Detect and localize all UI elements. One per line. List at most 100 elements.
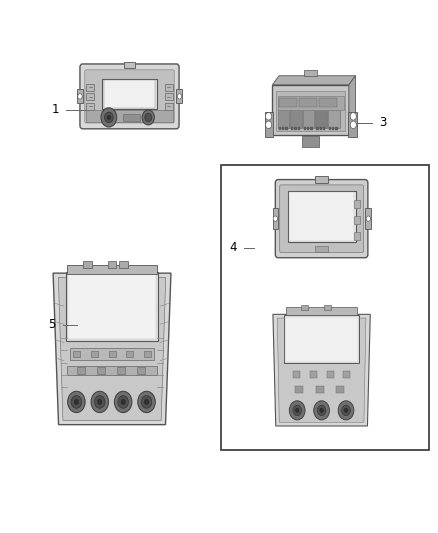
- Bar: [304, 127, 306, 131]
- Bar: [73, 351, 80, 357]
- Bar: [279, 98, 297, 107]
- Bar: [354, 232, 360, 240]
- Bar: [176, 90, 182, 103]
- Bar: [304, 70, 317, 76]
- Circle shape: [296, 408, 299, 413]
- FancyBboxPatch shape: [280, 185, 364, 253]
- Bar: [290, 110, 302, 128]
- Bar: [327, 371, 334, 378]
- Bar: [315, 246, 328, 252]
- FancyBboxPatch shape: [80, 64, 179, 129]
- Text: 5: 5: [49, 319, 56, 332]
- Bar: [123, 114, 141, 121]
- Circle shape: [145, 399, 149, 405]
- Bar: [295, 386, 303, 393]
- Circle shape: [350, 121, 357, 128]
- Bar: [354, 216, 360, 224]
- Bar: [165, 84, 173, 91]
- Bar: [282, 127, 284, 131]
- Bar: [354, 200, 360, 208]
- Bar: [144, 351, 151, 357]
- Bar: [278, 96, 344, 110]
- Bar: [294, 127, 297, 131]
- Bar: [265, 112, 273, 138]
- Text: 4: 4: [230, 241, 237, 254]
- Bar: [117, 367, 125, 374]
- Bar: [276, 91, 346, 131]
- Bar: [97, 367, 105, 374]
- Bar: [279, 127, 281, 131]
- Bar: [329, 127, 331, 131]
- Circle shape: [71, 395, 81, 408]
- Bar: [165, 103, 173, 110]
- Bar: [323, 127, 325, 131]
- Circle shape: [177, 94, 182, 99]
- Bar: [336, 386, 344, 393]
- Bar: [272, 85, 349, 135]
- Bar: [103, 80, 155, 108]
- Bar: [289, 192, 354, 241]
- Bar: [67, 366, 156, 375]
- Bar: [349, 112, 357, 138]
- Bar: [311, 127, 313, 131]
- Circle shape: [265, 112, 272, 120]
- Circle shape: [344, 408, 348, 413]
- Bar: [316, 127, 318, 131]
- Bar: [102, 79, 157, 109]
- Circle shape: [290, 401, 305, 420]
- Circle shape: [114, 391, 132, 413]
- Bar: [291, 127, 293, 131]
- Bar: [315, 176, 328, 183]
- Bar: [286, 317, 358, 362]
- Bar: [332, 127, 335, 131]
- Bar: [108, 262, 117, 268]
- Bar: [86, 110, 173, 123]
- Bar: [86, 103, 94, 110]
- Bar: [165, 93, 173, 100]
- Bar: [301, 305, 308, 310]
- Circle shape: [118, 395, 128, 408]
- Polygon shape: [277, 318, 366, 422]
- Bar: [273, 208, 279, 229]
- Bar: [303, 110, 314, 128]
- Bar: [336, 127, 338, 131]
- Bar: [83, 262, 92, 268]
- Bar: [86, 93, 94, 100]
- Bar: [316, 386, 324, 393]
- Bar: [328, 110, 339, 128]
- Circle shape: [74, 399, 78, 405]
- Circle shape: [101, 108, 117, 127]
- Bar: [86, 84, 94, 91]
- Bar: [109, 351, 116, 357]
- Circle shape: [121, 399, 125, 405]
- Text: 3: 3: [379, 117, 386, 130]
- Bar: [284, 316, 359, 364]
- Circle shape: [265, 121, 272, 128]
- Circle shape: [105, 112, 113, 123]
- Circle shape: [293, 405, 302, 416]
- Circle shape: [141, 395, 152, 408]
- Bar: [221, 165, 428, 450]
- FancyBboxPatch shape: [276, 180, 368, 258]
- Bar: [78, 90, 83, 103]
- Polygon shape: [58, 277, 166, 421]
- Bar: [319, 98, 337, 107]
- Bar: [293, 371, 300, 378]
- Circle shape: [95, 395, 105, 408]
- Bar: [91, 351, 98, 357]
- Circle shape: [67, 391, 85, 413]
- Bar: [315, 110, 327, 128]
- Bar: [137, 367, 145, 374]
- Circle shape: [91, 391, 109, 413]
- Bar: [324, 305, 331, 310]
- Bar: [67, 265, 156, 274]
- Circle shape: [145, 113, 152, 122]
- Bar: [67, 272, 158, 341]
- Polygon shape: [53, 273, 171, 425]
- Bar: [286, 308, 357, 316]
- Circle shape: [98, 399, 102, 405]
- Circle shape: [342, 405, 350, 416]
- Circle shape: [320, 408, 323, 413]
- Text: 1: 1: [52, 103, 59, 116]
- Bar: [126, 351, 133, 357]
